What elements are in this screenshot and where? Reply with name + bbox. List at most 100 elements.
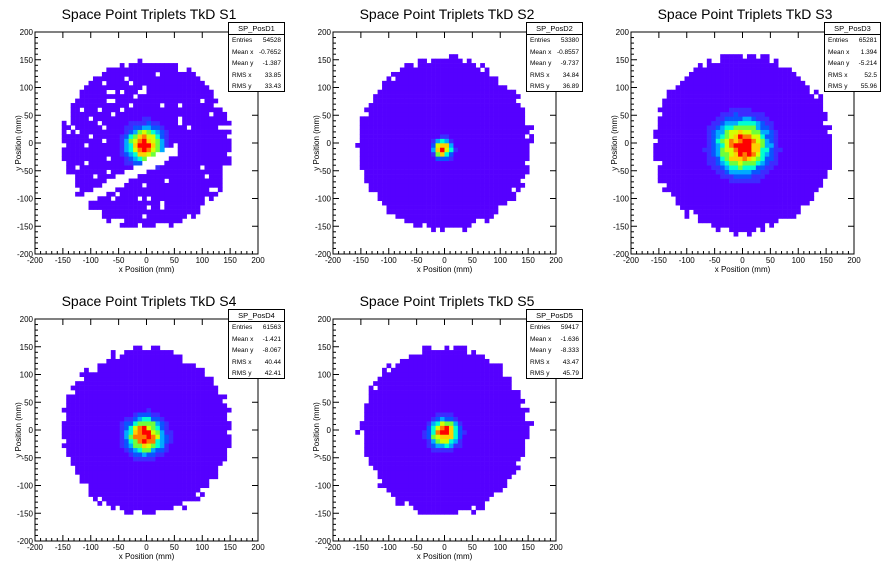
histogram-bin — [70, 138, 76, 144]
histogram-bin — [204, 103, 210, 108]
histogram-bin — [390, 120, 396, 126]
histogram-bin — [200, 94, 205, 99]
histogram-bin — [142, 461, 147, 466]
histogram-bin — [453, 80, 459, 86]
histogram-bin — [373, 116, 378, 122]
histogram-bin — [124, 129, 129, 135]
histogram-bin — [119, 416, 125, 422]
histogram-bin — [150, 421, 156, 426]
histogram-bin — [97, 407, 103, 413]
histogram-bin — [755, 107, 761, 113]
histogram-bin — [782, 80, 788, 86]
histogram-bin — [146, 214, 152, 219]
histogram-bin — [195, 381, 201, 386]
histogram-bin — [133, 134, 138, 139]
histogram-bin — [75, 120, 80, 126]
histogram-bin — [769, 116, 775, 122]
histogram-bin — [729, 71, 734, 77]
histogram-bin — [457, 151, 463, 157]
histogram-bin — [124, 107, 129, 113]
histogram-bin — [448, 191, 454, 197]
histogram-bin — [724, 182, 730, 188]
histogram-bin — [186, 434, 192, 440]
histogram-bin — [128, 129, 134, 135]
histogram-bin — [733, 54, 739, 59]
histogram-bin — [208, 103, 214, 108]
histogram-bin — [475, 111, 481, 117]
histogram-bin — [693, 94, 699, 99]
histogram-bin — [720, 63, 725, 68]
histogram-bin — [61, 134, 67, 139]
histogram-bin — [110, 483, 116, 489]
histogram-bin — [92, 447, 98, 453]
histogram-bin — [137, 501, 143, 506]
histogram-bin — [395, 214, 401, 219]
histogram-bin — [191, 103, 196, 108]
histogram-bin — [137, 505, 143, 511]
histogram-bin — [738, 71, 743, 77]
histogram-bin — [226, 129, 232, 135]
histogram-bin — [70, 151, 76, 157]
histogram-bin — [796, 160, 801, 166]
histogram-bin — [84, 465, 89, 471]
histogram-bin — [75, 116, 80, 122]
histogram-bin — [75, 125, 80, 130]
histogram-bin — [173, 372, 179, 378]
histogram-bin — [440, 76, 445, 82]
histogram-bin — [204, 474, 210, 480]
histogram-bin — [453, 58, 459, 64]
histogram-bin — [155, 461, 161, 466]
histogram-bin — [88, 394, 94, 400]
histogram-bin — [92, 200, 98, 206]
histogram-bin — [195, 169, 201, 175]
histogram-bin — [373, 107, 378, 113]
histogram-bin — [182, 487, 187, 493]
histogram-bin — [404, 165, 410, 170]
histogram-bin — [97, 160, 103, 166]
histogram-bin — [697, 169, 703, 175]
histogram-bin — [431, 103, 436, 108]
histogram-bin — [92, 398, 98, 404]
histogram-bin — [61, 434, 67, 440]
histogram-bin — [453, 76, 459, 82]
histogram-bin — [417, 200, 423, 206]
histogram-bin — [133, 182, 138, 188]
histogram-bin — [150, 407, 156, 413]
histogram-bin — [813, 107, 819, 113]
histogram-bin — [368, 120, 374, 126]
histogram-bin — [142, 447, 147, 453]
histogram-bin — [408, 160, 414, 166]
histogram-bin — [760, 209, 766, 215]
histogram-bin — [159, 67, 165, 73]
histogram-bin — [191, 182, 196, 188]
histogram-bin — [79, 425, 85, 431]
histogram-bin — [168, 412, 174, 417]
histogram-bin — [724, 147, 730, 153]
histogram-bin — [417, 156, 423, 162]
histogram-bin — [173, 103, 179, 108]
histogram-bin — [124, 367, 129, 373]
stats-value: 33.85 — [264, 71, 281, 79]
histogram-bin — [92, 143, 98, 148]
histogram-bin — [84, 89, 89, 95]
histogram-bin — [471, 80, 477, 86]
histogram-bin — [92, 156, 98, 162]
histogram-bin — [724, 174, 730, 179]
histogram-bin — [217, 461, 223, 466]
histogram-bin — [466, 151, 472, 157]
histogram-bin — [88, 492, 94, 497]
histogram-bin — [484, 209, 490, 215]
histogram-bin — [222, 120, 228, 126]
histogram-bin — [809, 111, 815, 117]
histogram-bin — [480, 196, 485, 202]
histogram-bin — [413, 196, 419, 202]
histogram-bin — [684, 98, 690, 104]
histogram-bin — [404, 125, 410, 130]
histogram-bin — [66, 403, 71, 409]
histogram-bin — [195, 182, 201, 188]
histogram-bin — [155, 76, 161, 82]
histogram-bin — [146, 390, 152, 395]
histogram-bin — [159, 76, 165, 82]
histogram-bin — [493, 209, 499, 215]
histogram-bin — [92, 443, 98, 449]
